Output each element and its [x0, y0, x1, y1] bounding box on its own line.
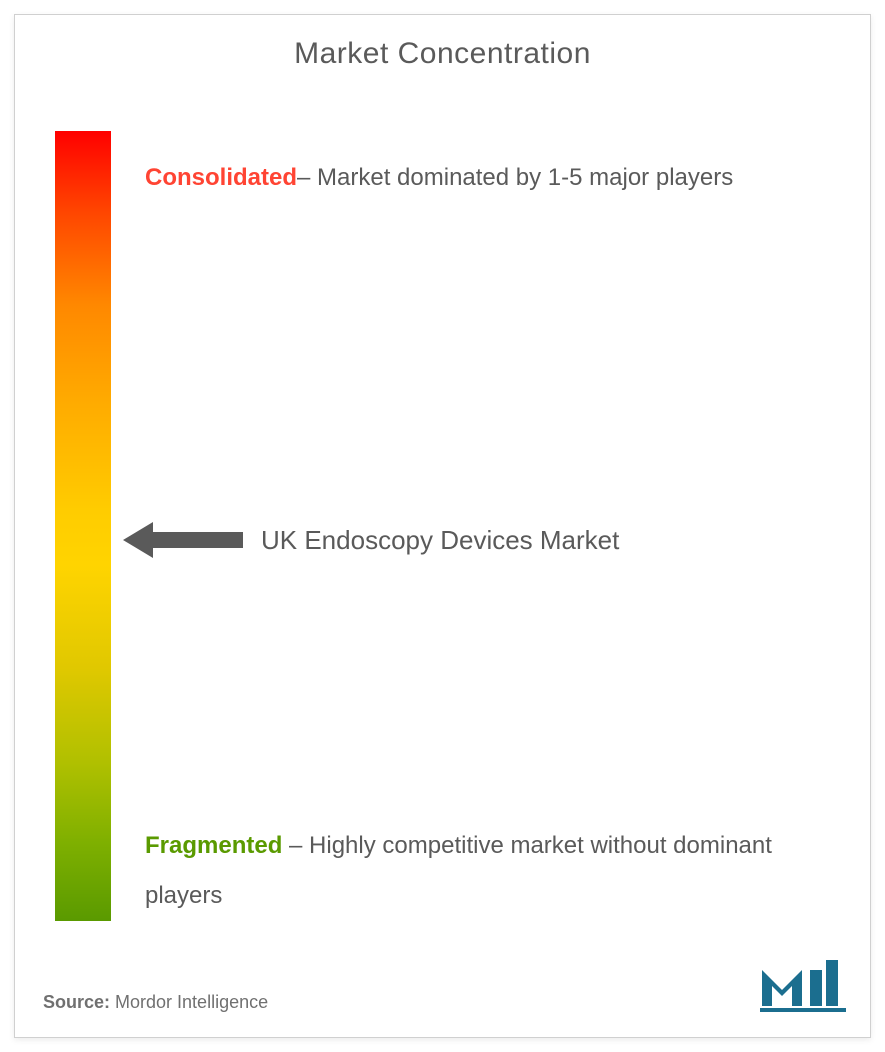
fragmented-label: Fragmented – Highly competitive market w… — [145, 821, 825, 922]
left-arrow-icon — [123, 519, 243, 561]
infographic-card: Market Concentration Consolidated– Marke… — [14, 14, 871, 1038]
source-value: Mordor Intelligence — [110, 992, 268, 1012]
consolidated-label: Consolidated– Market dominated by 1-5 ma… — [145, 153, 825, 203]
consolidated-desc: – Market dominated by 1-5 major players — [297, 164, 733, 191]
fragmented-highlight: Fragmented — [145, 832, 282, 859]
mi-logo-icon — [760, 956, 846, 1017]
market-name-label: UK Endoscopy Devices Market — [261, 525, 619, 556]
source-attribution: Source: Mordor Intelligence — [43, 992, 268, 1013]
consolidated-highlight: Consolidated — [145, 164, 297, 191]
chart-title: Market Concentration — [15, 37, 870, 71]
source-label: Source: — [43, 992, 110, 1012]
market-pointer-row: UK Endoscopy Devices Market — [123, 519, 619, 561]
chart-content: Consolidated– Market dominated by 1-5 ma… — [15, 131, 870, 951]
concentration-gradient-bar — [55, 131, 111, 921]
